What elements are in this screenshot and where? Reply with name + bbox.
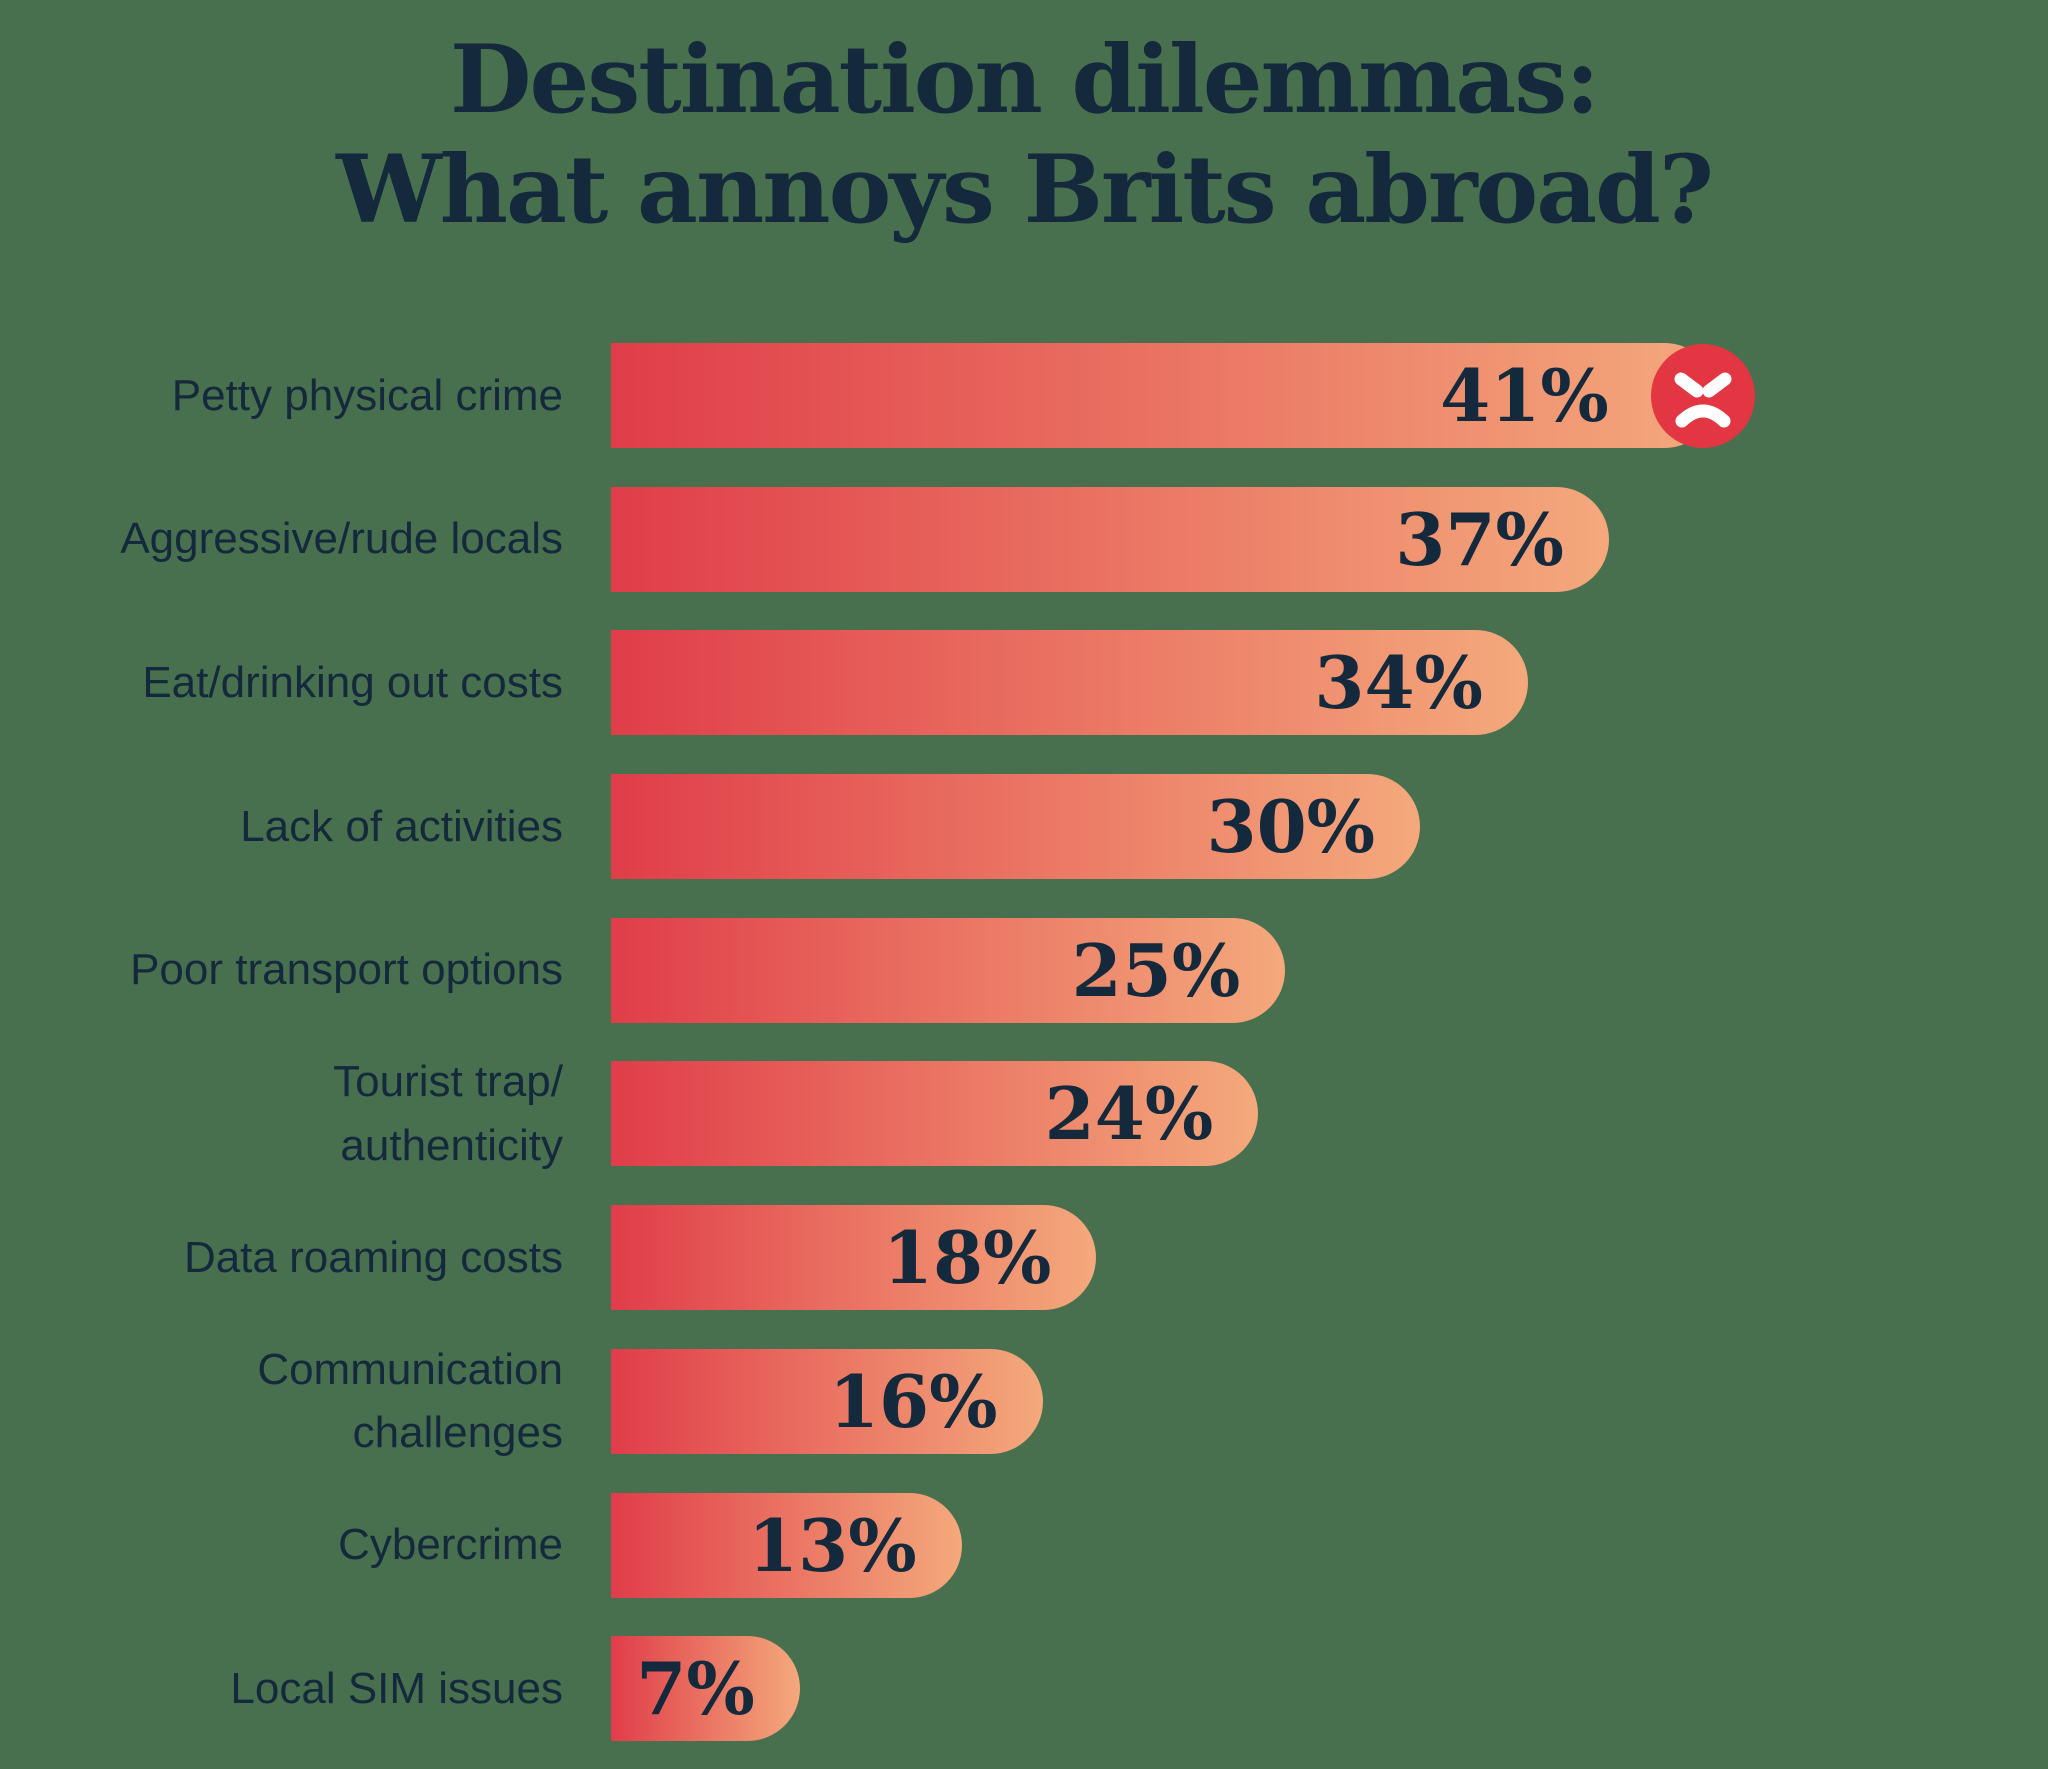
row-label: Communication challenges	[257, 1344, 563, 1458]
row-label: Petty physical crime	[171, 370, 563, 420]
bar-data-roaming-costs: 18%	[611, 1205, 1097, 1311]
bar-tourist-trap-authenticity: 24%	[611, 1061, 1259, 1167]
bar-lack-of-activities: 30%	[611, 774, 1421, 880]
row-label: Aggressive/rude locals	[120, 514, 563, 564]
bar-track: 18%	[611, 1205, 2048, 1311]
value-label: 37%	[1395, 496, 1564, 582]
chart-row-eat-drinking-out-costs: Eat/drinking out costs 34%	[0, 630, 2048, 736]
value-label: 30%	[1206, 784, 1376, 870]
chart-title-line-2: What annoys Brits abroad?	[336, 134, 1714, 245]
value-label: 16%	[828, 1358, 998, 1444]
bar-communication-challenges: 16%	[611, 1348, 1043, 1454]
bar-track: 25%	[611, 917, 2048, 1023]
bar-track: 24%	[611, 1061, 2048, 1167]
bar-local-sim-issues: 7%	[611, 1636, 800, 1742]
bar-petty-physical-crime: 41%	[611, 343, 1755, 448]
value-label: 41%	[1440, 353, 1609, 438]
bar-chart: Petty physical crime 41% Aggressive/rude…	[0, 343, 2048, 1742]
row-label: Lack of activities	[240, 801, 563, 851]
bar-track: 37%	[611, 486, 2048, 592]
chart-title: Destination dilemmas: What annoys Brits …	[0, 25, 2048, 246]
value-label: 13%	[748, 1502, 917, 1588]
value-label: 7%	[636, 1646, 755, 1732]
row-label: Local SIM issues	[230, 1663, 563, 1713]
bar-track: 16%	[611, 1348, 2048, 1454]
bar-track: 7%	[611, 1636, 2048, 1742]
value-label: 24%	[1044, 1071, 1214, 1157]
row-label: Eat/drinking out costs	[142, 657, 563, 707]
bar-poor-transport-options: 25%	[611, 917, 1286, 1023]
angry-face-icon	[1650, 343, 1755, 448]
row-label: Tourist trap/ authenticity	[333, 1057, 563, 1170]
value-label: 25%	[1071, 927, 1241, 1013]
bar-track: 34%	[611, 630, 2048, 736]
chart-row-local-sim-issues: Local SIM issues 7%	[0, 1636, 2048, 1742]
bar-cybercrime: 13%	[611, 1492, 962, 1598]
row-label: Data roaming costs	[183, 1232, 563, 1282]
row-label: Poor transport options	[130, 945, 563, 995]
bar-eat-drinking-out-costs: 34%	[611, 630, 1528, 736]
chart-row-cybercrime: Cybercrime 13%	[0, 1492, 2048, 1598]
chart-row-petty-physical-crime: Petty physical crime 41%	[0, 343, 2048, 448]
bar-track: 30%	[611, 774, 2048, 880]
row-label: Cybercrime	[338, 1520, 563, 1570]
value-label: 34%	[1314, 640, 1483, 726]
chart-row-communication-challenges: Communication challenges 16%	[0, 1345, 2048, 1457]
chart-row-poor-transport-options: Poor transport options 25%	[0, 917, 2048, 1023]
chart-row-aggressive-rude-locals: Aggressive/rude locals 37%	[0, 486, 2048, 592]
value-label: 18%	[882, 1215, 1052, 1301]
chart-row-lack-of-activities: Lack of activities 30%	[0, 774, 2048, 880]
bar-track: 41%	[611, 343, 2048, 448]
chart-row-data-roaming-costs: Data roaming costs 18%	[0, 1205, 2048, 1311]
chart-title-line-1: Destination dilemmas:	[450, 25, 1600, 135]
bar-aggressive-rude-locals: 37%	[611, 486, 1609, 592]
chart-row-tourist-trap-authenticity: Tourist trap/ authenticity 24%	[0, 1057, 2048, 1170]
bar-track: 13%	[611, 1492, 2048, 1598]
